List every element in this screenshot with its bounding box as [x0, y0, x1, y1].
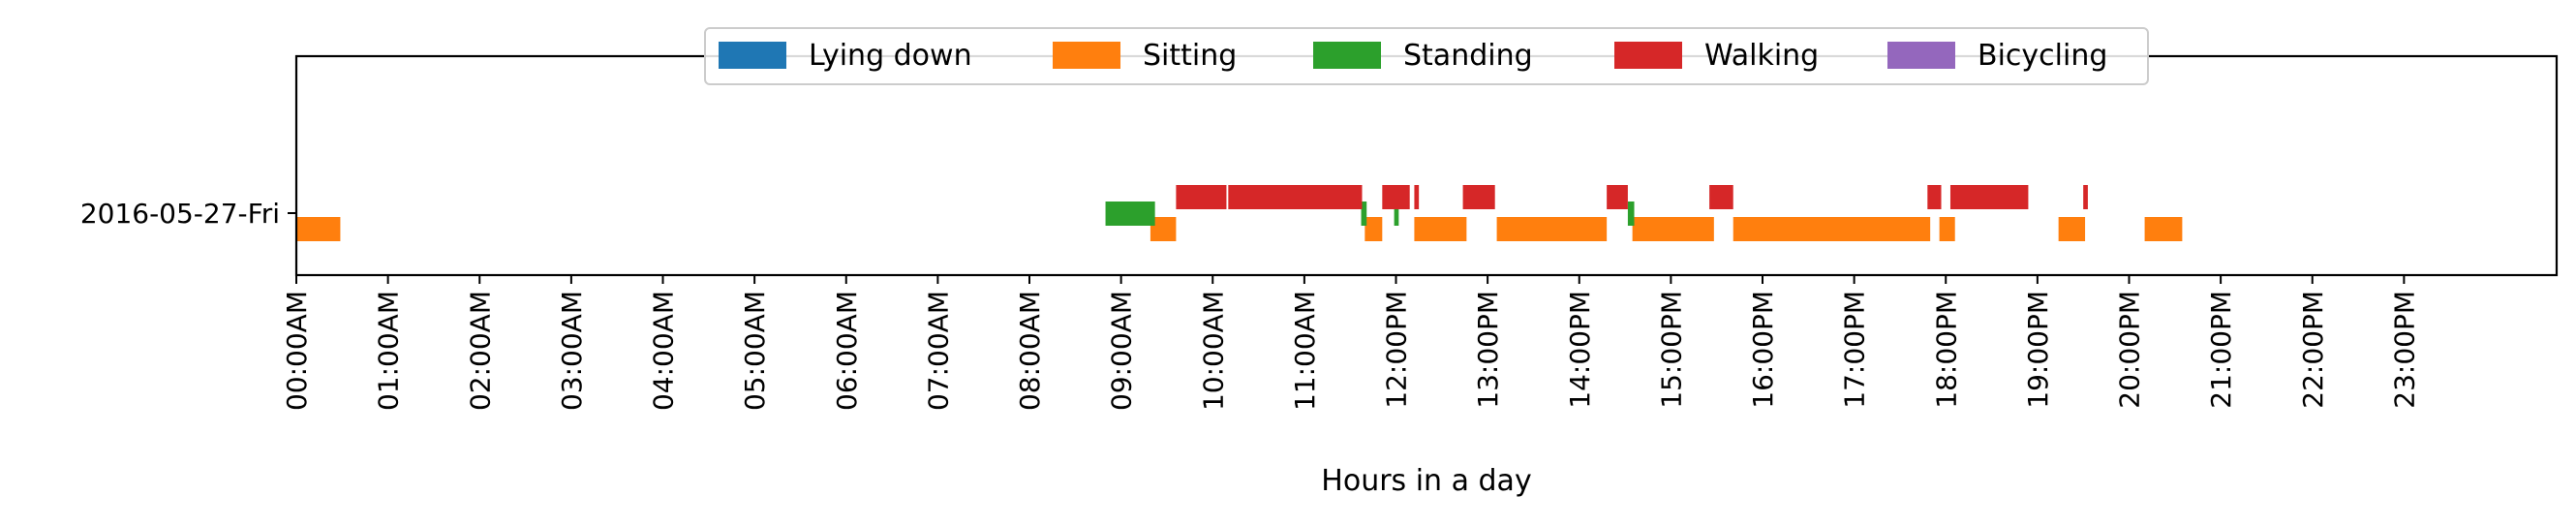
legend-item-walking: Walking: [1614, 39, 1819, 73]
legend-item-lying-down: Lying down: [719, 39, 972, 73]
sitting-bar-10: [2144, 217, 2183, 241]
legend-label: Bicycling: [1978, 39, 2107, 73]
y-tick-label: 2016-05-27-Fri: [80, 198, 280, 230]
x-tick-label: 11:00AM: [1289, 291, 1321, 411]
standing-bar-4: [1627, 202, 1635, 226]
x-tick-label: 17:00PM: [1839, 291, 1871, 409]
walking-bar-8: [1927, 185, 1942, 209]
x-tick-label: 07:00AM: [922, 291, 954, 411]
legend-swatch: [719, 42, 786, 69]
sitting-bar-7: [1733, 217, 1931, 241]
bars-layer: [296, 185, 2183, 241]
x-tick-label: 15:00PM: [1655, 291, 1687, 409]
walking-bar-10: [2083, 185, 2088, 209]
sitting-bar-3: [1365, 217, 1383, 241]
x-tick-label: 19:00PM: [2022, 291, 2054, 409]
legend-item-bicycling: Bicycling: [1887, 39, 2107, 73]
sitting-bar-4: [1414, 217, 1467, 241]
x-tick-label: 02:00AM: [464, 291, 496, 411]
walking-bar-5: [1462, 185, 1495, 209]
legend-label: Walking: [1704, 39, 1819, 73]
x-tick-label: 12:00PM: [1381, 291, 1413, 409]
sitting-bar-5: [1496, 217, 1608, 241]
legend-swatch: [1887, 42, 1955, 69]
walking-bar-1: [1176, 185, 1227, 209]
x-tick-label: 14:00PM: [1564, 291, 1596, 409]
walking-bar-3: [1382, 185, 1410, 209]
x-tick-label: 03:00AM: [556, 291, 588, 411]
x-tick-label: 08:00AM: [1014, 291, 1046, 411]
x-tick-label: 09:00AM: [1106, 291, 1138, 411]
axes-layer: 2016-05-27-Fri 00:00AM 01:00AM 02:00AM 03:00…: [80, 198, 2421, 411]
standing-bar-1: [1105, 202, 1155, 226]
sitting-bar-9: [2058, 217, 2086, 241]
sitting-bar-6: [1632, 217, 1714, 241]
x-tick-label: 06:00AM: [831, 291, 863, 411]
x-tick-label: 01:00AM: [373, 291, 405, 411]
x-tick-label: 20:00PM: [2114, 291, 2146, 409]
legend-swatch: [1053, 42, 1120, 69]
walking-bar-4: [1414, 185, 1420, 209]
walking-bar-6: [1607, 185, 1628, 209]
legend-swatch: [1614, 42, 1682, 69]
walking-bar-7: [1709, 185, 1733, 209]
standing-bar-2: [1361, 202, 1367, 226]
sitting-bar-1: [296, 217, 341, 241]
x-tick-label: 13:00PM: [1472, 291, 1504, 409]
standing-bar-3: [1394, 202, 1399, 226]
plot-frame: [294, 54, 2559, 277]
sitting-bar-8: [1939, 217, 1955, 241]
x-tick-label: 23:00PM: [2388, 291, 2420, 409]
legend-label: Sitting: [1143, 39, 1237, 73]
x-tick-label: 05:00AM: [739, 291, 771, 411]
x-axis-label: Hours in a day: [1321, 464, 1531, 498]
legend-label: Lying down: [809, 39, 972, 73]
x-tick-label: 04:00AM: [648, 291, 680, 411]
x-tick-label: 10:00AM: [1197, 291, 1229, 411]
x-tick-label: 00:00AM: [281, 291, 313, 411]
legend-label: Standing: [1403, 39, 1533, 73]
walking-bar-9: [1949, 185, 2029, 209]
x-tick-label: 22:00PM: [2297, 291, 2329, 409]
walking-bar-2: [1228, 185, 1363, 209]
x-tick-label: 16:00PM: [1747, 291, 1779, 409]
legend-item-standing: Standing: [1313, 39, 1533, 73]
legend: Lying down Sitting Standing Walking Bicyclin…: [704, 27, 2149, 85]
x-tick-label: 18:00PM: [1930, 291, 1962, 409]
x-tick-label: 21:00PM: [2205, 291, 2237, 409]
legend-item-sitting: Sitting: [1053, 39, 1237, 73]
legend-swatch: [1313, 42, 1381, 69]
